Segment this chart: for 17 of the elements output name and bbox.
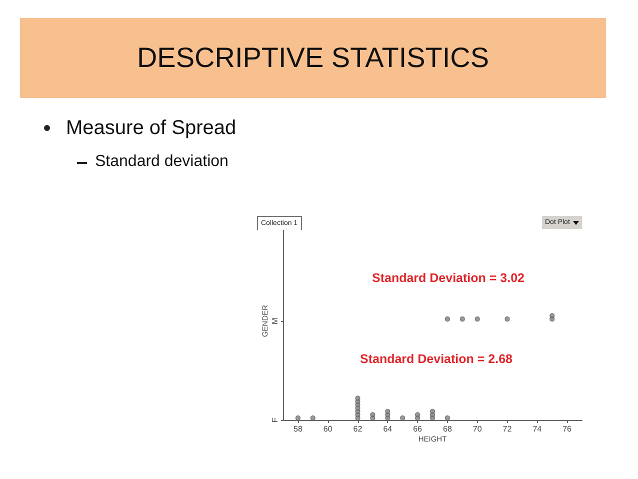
text: Standard deviation [95,152,228,172]
chart-title: DESCRIPTIVE STATISTICS [20,18,606,98]
x-tick-label: 60 [323,424,333,434]
x-tick-label: 74 [532,424,542,434]
x-tick-label: 68 [442,424,452,434]
x-tick-label: 66 [413,424,423,434]
y-tick-label: F [270,417,280,422]
y-tick-label: M [270,317,280,324]
x-tick-label: 70 [472,424,482,434]
annotation: Standard Deviation = 2.68 [360,352,512,367]
x-tick-label: 76 [562,424,572,434]
x-tick-label: 72 [502,424,512,434]
chart-subtitle: Measure of Spread [66,116,236,140]
x-tick-label: 58 [293,424,303,434]
x-tick-label: 64 [383,424,393,434]
annotation: Standard Deviation = 3.02 [372,271,524,286]
x-tick-label: 62 [353,424,363,434]
